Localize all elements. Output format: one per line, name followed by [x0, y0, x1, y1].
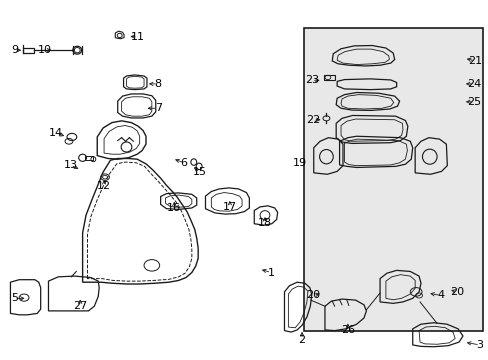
Text: 11: 11: [130, 32, 144, 41]
Text: 27: 27: [73, 301, 87, 311]
Text: 13: 13: [63, 160, 77, 170]
Text: 7: 7: [154, 103, 162, 113]
Text: 14: 14: [49, 128, 63, 138]
Text: 25: 25: [466, 97, 480, 107]
Text: 5: 5: [11, 293, 18, 303]
Text: 18: 18: [257, 219, 271, 228]
Text: 26: 26: [340, 325, 354, 335]
Text: 20: 20: [305, 291, 320, 301]
Text: 21: 21: [467, 56, 481, 66]
Text: 20: 20: [449, 287, 463, 297]
Text: 4: 4: [437, 291, 444, 301]
Text: 23: 23: [304, 75, 318, 85]
Text: 17: 17: [223, 202, 237, 212]
Text: 2: 2: [298, 334, 305, 345]
Text: 10: 10: [38, 45, 51, 55]
Text: 19: 19: [292, 158, 306, 168]
Text: 9: 9: [11, 45, 18, 55]
Text: 15: 15: [192, 167, 206, 177]
Bar: [23, 48, 34, 53]
Text: 22: 22: [305, 115, 320, 125]
Text: 3: 3: [475, 340, 483, 350]
Text: 12: 12: [97, 181, 111, 191]
Text: 24: 24: [466, 79, 480, 89]
Text: 16: 16: [167, 203, 181, 213]
Bar: [304, 28, 483, 330]
Bar: [84, 156, 93, 160]
Bar: [324, 75, 334, 80]
Text: 6: 6: [180, 158, 187, 168]
Text: 1: 1: [267, 267, 274, 278]
Text: 8: 8: [154, 79, 162, 89]
